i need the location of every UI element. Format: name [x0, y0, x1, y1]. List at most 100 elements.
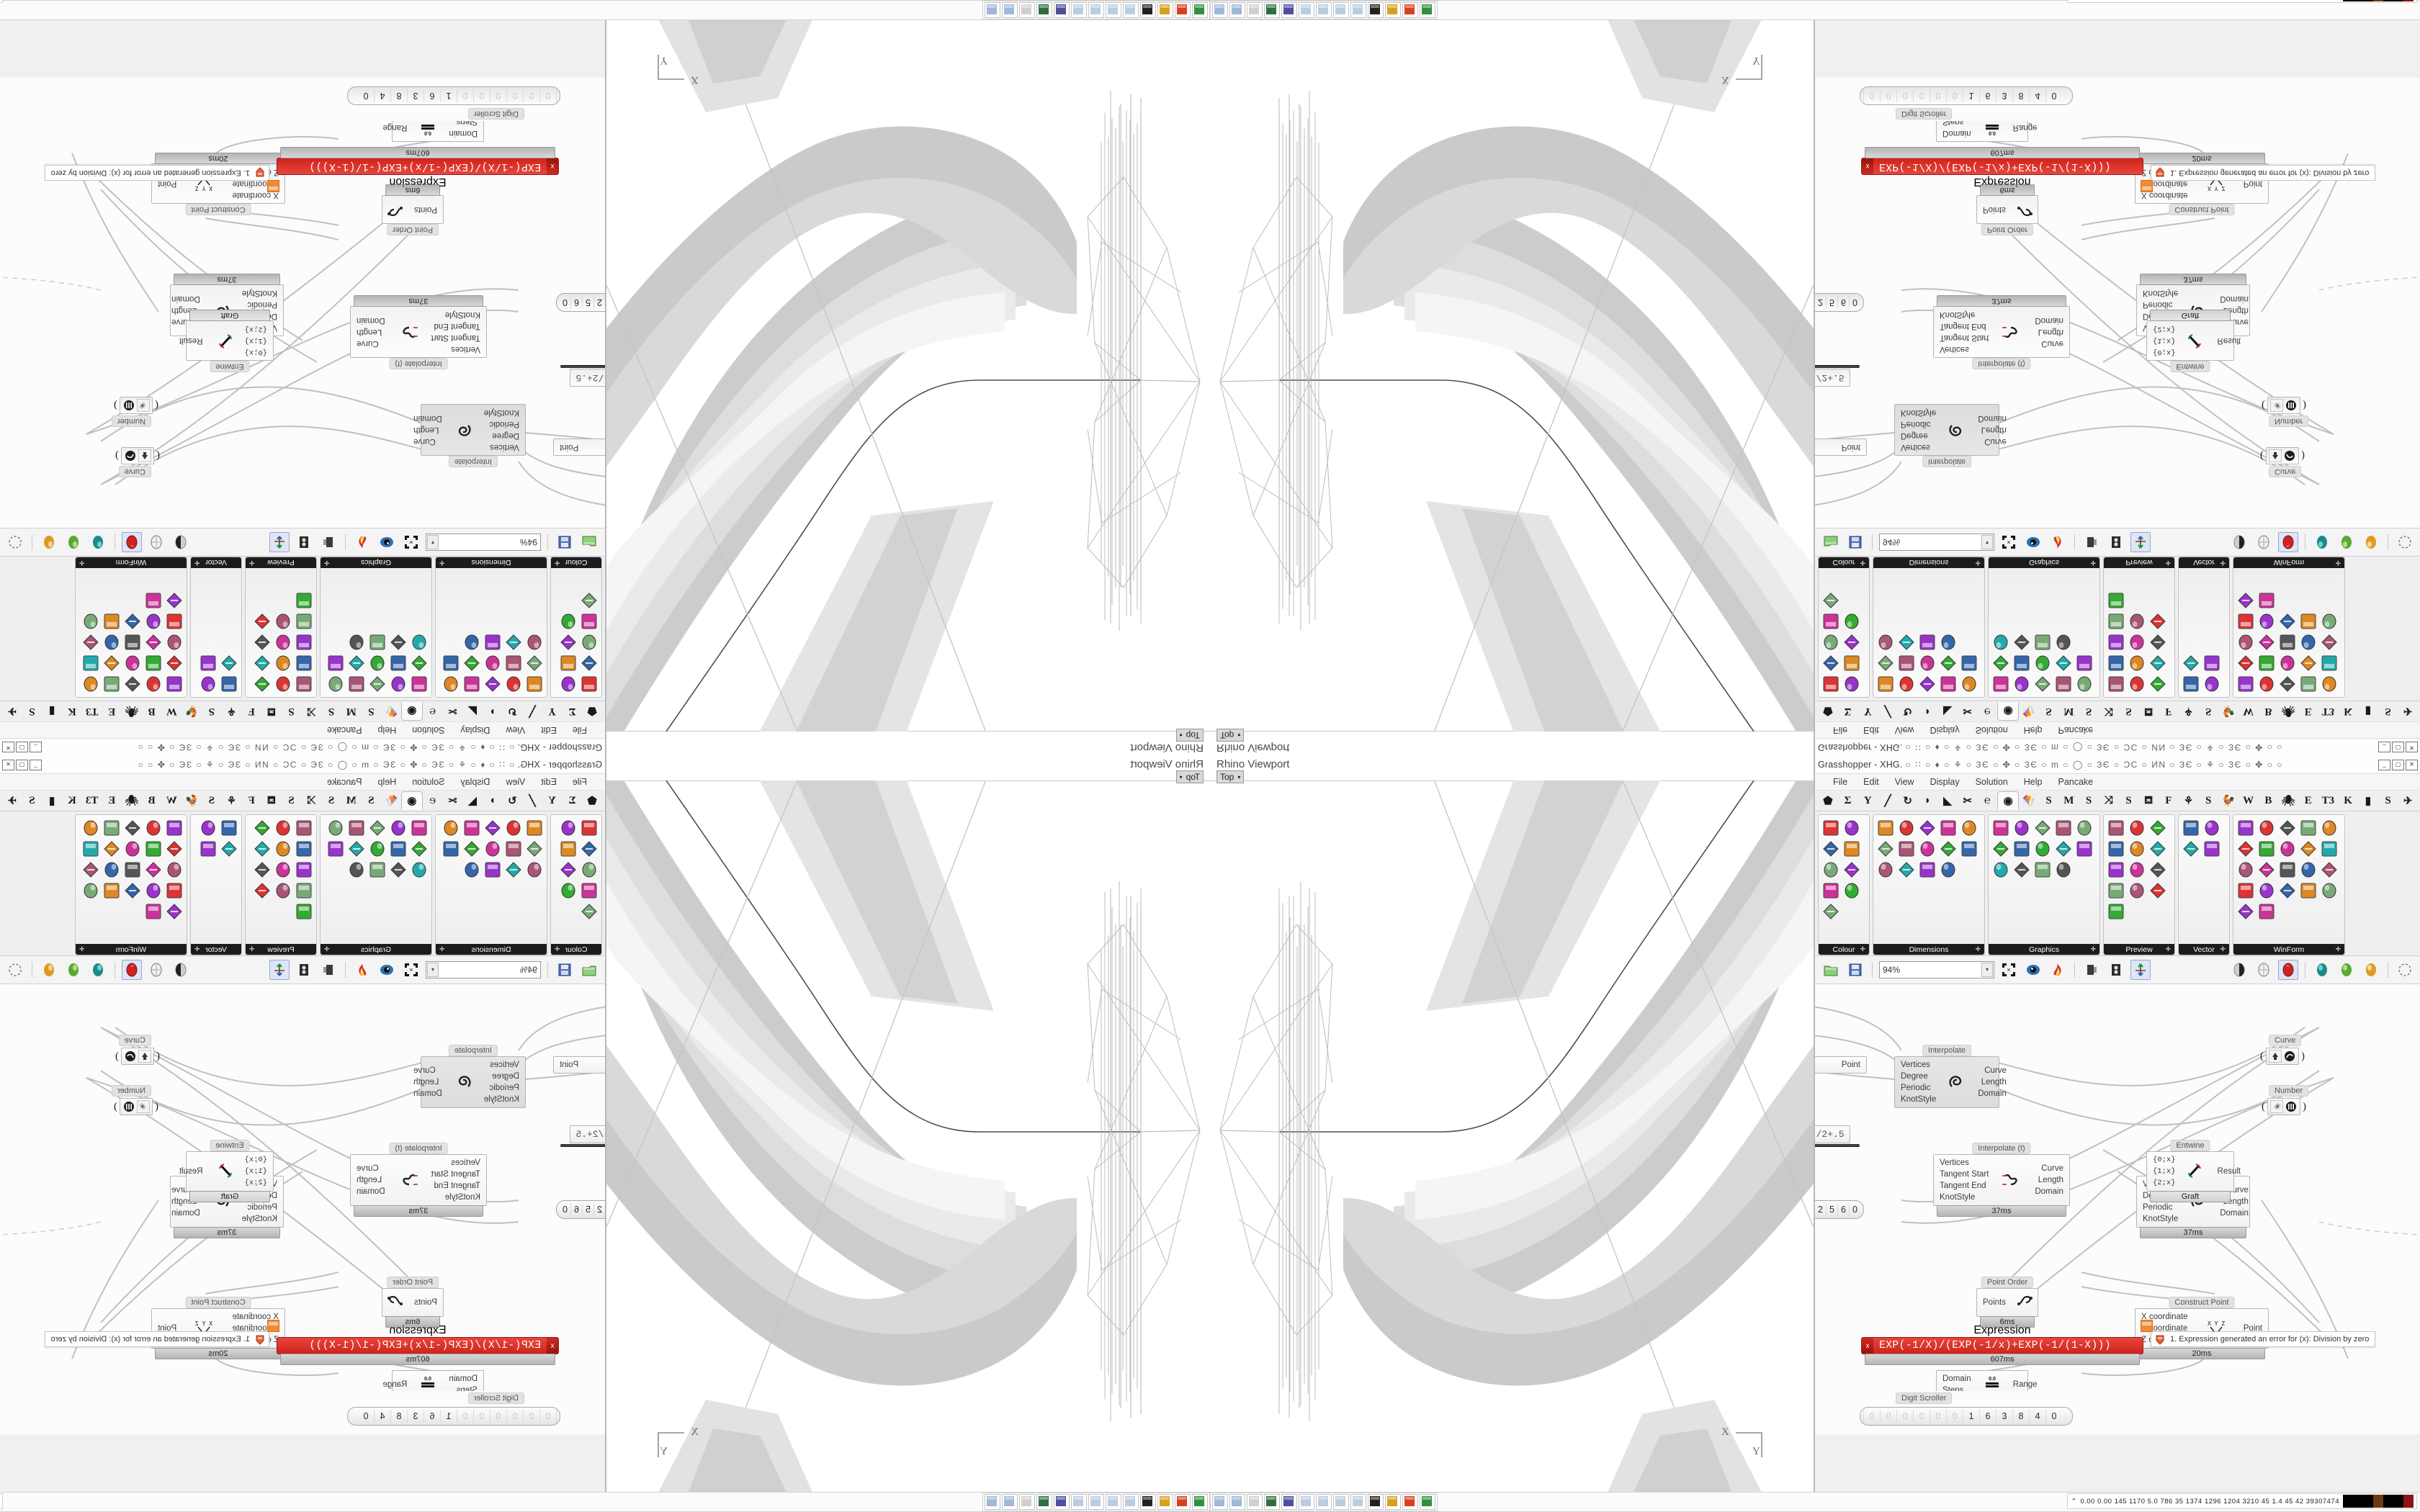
cluster-icon[interactable] — [318, 960, 339, 980]
point-param-body[interactable]: Point — [1815, 1056, 1867, 1074]
winform-component-icon-10[interactable] — [81, 653, 101, 673]
tab-k1[interactable]: K — [2344, 794, 2352, 806]
tab-transform[interactable]: ℮ — [429, 794, 436, 806]
colour-component-icon-2[interactable] — [558, 674, 578, 694]
ribbon-group-preview[interactable]: Preview ✛ — [245, 814, 317, 955]
digit-scroller-digit-8[interactable]: 3 — [1996, 1410, 2012, 1423]
vector-component-icon-3[interactable] — [2181, 839, 2201, 859]
profiler-icon[interactable] — [294, 960, 314, 980]
preview-component-icon-6[interactable] — [252, 653, 272, 673]
taskbar-window-icon-3-12[interactable] — [1420, 1494, 1435, 1510]
save-file-icon[interactable] — [1845, 960, 1865, 980]
interpolate-1-body[interactable]: Vertices Degree Periodic KnotStyle Curve… — [413, 1056, 526, 1108]
node-range[interactable]: Domain Steps 0.0 1.0 Range — [1936, 1370, 2038, 1391]
node-entwine[interactable]: Entwine {0;x} {1;x} {2;x} Result — [179, 309, 274, 374]
taskbar-window-icon-3-5[interactable] — [1299, 1494, 1314, 1510]
graphics-component-icon-4[interactable] — [2053, 818, 2074, 838]
component-tab-strip[interactable]: ⬟ Σ Y ╱ ↻ ◗ ◣ ✂ ℮ ◉ 🪁 S M S ⤨ S ⛾ F ⚘ S 🐓 W B 🕷 E T3 K ▮ S ✈ — [1815, 791, 2420, 811]
close-button[interactable]: ✕ — [2406, 742, 2418, 753]
colour-component-icon-1[interactable] — [579, 674, 599, 694]
taskbar-window-group-right-2[interactable] — [1210, 1493, 1438, 1511]
tab-b1[interactable]: B — [148, 706, 156, 718]
taskbar-window-icon-1-7[interactable] — [1333, 2, 1349, 18]
tab-e1[interactable]: E — [2304, 794, 2312, 806]
winform-component-icon-7[interactable] — [143, 653, 163, 673]
graphics-component-icon-14[interactable] — [2053, 860, 2074, 880]
vector-component-icon-1[interactable] — [219, 818, 239, 838]
preview-eye-icon[interactable] — [2023, 532, 2043, 552]
colour-component-icon-5[interactable] — [1821, 632, 1841, 652]
graphics-component-icon-8[interactable] — [2033, 839, 2053, 859]
grasshopper-window[interactable]: Grasshopper - XHG. ○ ∷ ○ ♦ ○ ⚘ ○ ЗЄ ○ ✤ … — [0, 756, 606, 1512]
winform-component-icon-20[interactable] — [2319, 881, 2339, 901]
tab-k1[interactable]: K — [68, 706, 76, 718]
dimensions-component-icon-6[interactable] — [524, 839, 544, 859]
winform-component-icon-12[interactable] — [143, 860, 163, 880]
shaded-mode-icon[interactable] — [171, 960, 191, 980]
wireframe-mode-icon[interactable] — [146, 532, 166, 552]
preview-component-icon-11[interactable] — [273, 881, 293, 901]
ribbon-group-graphics[interactable]: Graphics ✛ — [1988, 814, 2100, 955]
colour-component-icon-9[interactable] — [579, 901, 599, 922]
digit-scroller-digit-0[interactable]: 0 — [540, 1410, 557, 1423]
node-point-order[interactable]: Point Order Points 6ms — [1976, 184, 2038, 237]
tab-kangaroo[interactable]: 🪁 — [384, 705, 398, 717]
winform-component-icon-22[interactable] — [143, 901, 163, 922]
tab-f1[interactable]: F — [248, 794, 255, 806]
taskbar-window-icon-2-7[interactable] — [1106, 1494, 1121, 1510]
digit-scroller-digit-6[interactable]: 1 — [441, 1410, 457, 1423]
node-interpolate-1[interactable]: Interpolate Vertices Degree Periodic Kno… — [1894, 404, 2007, 469]
taskbar-window-group-left-2[interactable] — [982, 1493, 1210, 1511]
winform-component-icon-18[interactable] — [2277, 881, 2298, 901]
preview-component-icon-11[interactable] — [273, 611, 293, 631]
tab-vector[interactable]: ╱ — [1884, 795, 1891, 807]
digit-scroller-digit-9[interactable]: 8 — [2012, 89, 2029, 102]
node-construct-point[interactable]: Construct Point X coordinate Y coordinat… — [151, 152, 285, 217]
winform-component-icon-17[interactable] — [2257, 611, 2277, 631]
ribbon-group-vector[interactable]: Vector ✛ — [2178, 814, 2230, 955]
winform-component-icon-11[interactable] — [2236, 860, 2256, 880]
node-interpolate-t[interactable]: Interpolate (t) Vertices Tangent Start T… — [1933, 294, 2070, 371]
winform-component-icon-17[interactable] — [143, 881, 163, 901]
tab-spider[interactable]: 🕷 — [125, 795, 139, 807]
taskbar-window-icon-1-12[interactable] — [1420, 2, 1435, 18]
quadrant-bottom-right[interactable]: Rhino Viewport Top ▾ — [1210, 756, 2420, 1512]
digit-scroller-digit-10[interactable]: 4 — [375, 1410, 391, 1423]
tab-s1[interactable]: S — [368, 794, 375, 806]
taskbar-window-icon-3-3[interactable] — [1264, 1494, 1280, 1510]
digit-scroller-digit-0[interactable]: 0 — [1863, 89, 1880, 102]
dimensions-component-icon-13[interactable] — [1917, 860, 1937, 880]
tab-transform[interactable]: ℮ — [1984, 794, 1991, 806]
preview-component-icon-4[interactable] — [2106, 653, 2126, 673]
curve-param-body[interactable] — [2266, 447, 2299, 464]
dimensions-component-icon-12[interactable] — [1896, 860, 1917, 880]
graphics-component-icon-14[interactable] — [2053, 632, 2074, 652]
ribbon-group-dimensions[interactable]: Dimensions ✛ — [1873, 557, 1985, 698]
profiler-icon[interactable] — [2106, 532, 2126, 552]
digit-scroller-digit-10[interactable]: 4 — [2029, 89, 2045, 102]
expression-body[interactable]: x EXP(-1/X)/(EXP(-1/x)+EXP(-1/(1-X))) — [277, 1337, 559, 1354]
menu-item-display[interactable]: Display — [460, 725, 490, 735]
winform-component-icon-22[interactable] — [143, 590, 163, 611]
preview-component-icon-2[interactable] — [2127, 674, 2147, 694]
vector-component-icon-4[interactable] — [198, 839, 218, 859]
grasshopper-canvas[interactable]: X)/2+.5 Point Interpolate — [0, 984, 605, 1391]
winform-component-icon-13[interactable] — [122, 860, 143, 880]
menu-item-pancake[interactable]: Pancake — [326, 777, 362, 787]
dimensions-component-icon-10[interactable] — [441, 839, 461, 859]
tab-s5[interactable]: S — [29, 794, 35, 806]
tab-transform[interactable]: ℮ — [1984, 706, 1991, 718]
digit-scroller-digit-7[interactable]: 6 — [424, 89, 441, 102]
taskbar-window-icon-3-1[interactable] — [1229, 1494, 1245, 1510]
tab-w1[interactable]: W — [166, 794, 177, 806]
tab-sets[interactable]: Y — [548, 706, 557, 718]
ribbon-group-preview[interactable]: Preview ✛ — [2103, 557, 2175, 698]
tab-s4[interactable]: S — [208, 794, 215, 806]
preview-dashed-icon[interactable] — [2395, 960, 2415, 980]
taskbar-window-icon-0-8[interactable] — [1123, 2, 1139, 18]
winform-component-icon-5[interactable] — [81, 818, 101, 838]
